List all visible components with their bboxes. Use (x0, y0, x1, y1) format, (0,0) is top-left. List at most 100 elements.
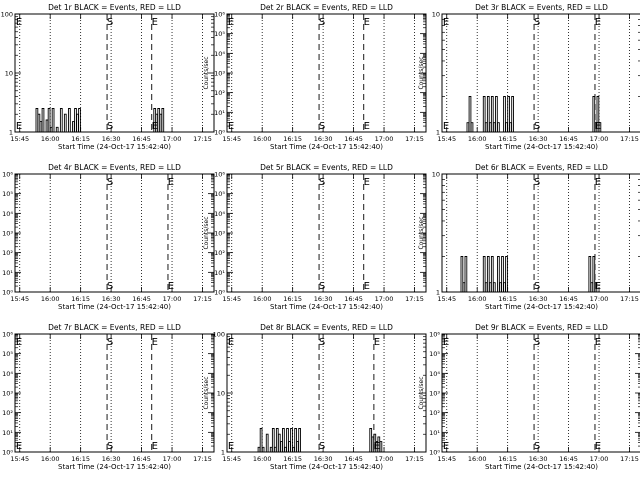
y-tick-label: 10¹ (214, 269, 225, 277)
y-tick-label: 10⁰ (2, 289, 13, 297)
x-tick-label: 17:15 (193, 455, 212, 463)
y-tick-label: 10⁰ (429, 449, 440, 457)
x-tick-label: 16:30 (314, 135, 333, 143)
marker-label-bottom: E (16, 121, 22, 132)
marker-label-top: E (364, 177, 370, 188)
x-tick-label: 16:30 (314, 455, 333, 463)
marker-label-top: E (595, 177, 601, 188)
marker-label-top: S (319, 337, 325, 348)
y-axis-label: Counts/sec (418, 216, 425, 249)
x-tick-label: 16:15 (71, 135, 90, 143)
y-tick-label: 1 (436, 289, 440, 297)
marker-label-bottom: E (364, 281, 370, 292)
marker-label-bottom: E (595, 121, 601, 132)
panel-title: Det 8r BLACK = Events, RED = LLD (260, 323, 393, 332)
y-tick-label: 10 (432, 171, 440, 179)
x-tick-label: 17:15 (193, 295, 212, 303)
detector-panel: Det 2r BLACK = Events, RED = LLD Counts/s… (203, 3, 427, 151)
x-tick-label: 16:00 (253, 455, 272, 463)
marker-label-bottom: E (168, 281, 174, 292)
plot-frame (226, 333, 427, 453)
y-tick-label: 10⁴ (2, 210, 13, 218)
marker-label-bottom: S (319, 121, 325, 132)
y-axis-label: Counts/sec (203, 376, 210, 409)
x-tick-label: 15:45 (10, 135, 29, 143)
y-axis-label: Counts/sec (418, 376, 425, 409)
x-tick-label: 16:45 (344, 135, 363, 143)
x-axis-label: Start Time (24-Oct-17 15:42:40) (270, 303, 383, 311)
x-tick-label: 16:00 (253, 295, 272, 303)
marker-label-top: E (443, 17, 449, 28)
y-tick-label: 10⁴ (214, 210, 225, 218)
plot-frame (226, 13, 427, 133)
marker-label-top: S (107, 17, 113, 28)
y-tick-label: 10¹ (2, 429, 13, 437)
y-tick-label: 10² (2, 409, 13, 417)
y-tick-label: 10² (214, 249, 225, 257)
y-tick-label: 10⁶ (214, 11, 225, 19)
marker-label-bottom: S (534, 281, 540, 292)
x-axis-label: Start Time (24-Oct-17 15:42:40) (58, 303, 171, 311)
marker-label-bottom: S (319, 441, 325, 452)
plot-frame (14, 333, 215, 453)
x-tick-label: 17:00 (375, 455, 394, 463)
x-tick-label: 16:30 (102, 455, 121, 463)
marker-label-top: E (228, 17, 234, 28)
y-tick-label: 10⁰ (214, 129, 225, 137)
x-tick-label: 16:00 (468, 295, 487, 303)
y-tick-label: 10³ (214, 230, 225, 238)
detector-panel: Det 7r BLACK = Events, RED = LLD Counts/s… (2, 323, 215, 471)
marker-label-bottom: E (152, 121, 158, 132)
y-tick-label: 10³ (214, 70, 225, 78)
plot-frame (14, 13, 215, 133)
panel-title: Det 1r BLACK = Events, RED = LLD (48, 3, 181, 12)
marker-label-bottom: E (374, 441, 380, 452)
x-tick-label: 16:30 (314, 295, 333, 303)
panel-title: Det 2r BLACK = Events, RED = LLD (260, 3, 393, 12)
plot-frame (226, 173, 427, 293)
marker-label-bottom: E (595, 281, 601, 292)
marker-label-top: S (534, 337, 540, 348)
marker-label-bottom: S (534, 121, 540, 132)
y-tick-label: 10¹ (429, 429, 440, 437)
x-tick-label: 16:45 (344, 295, 363, 303)
y-axis-label: Counts/sec (418, 56, 425, 89)
x-tick-label: 16:15 (498, 455, 517, 463)
x-axis-label: Start Time (24-Oct-17 15:42:40) (270, 463, 383, 471)
x-tick-label: 17:00 (590, 135, 609, 143)
marker-label-bottom: E (228, 121, 234, 132)
x-tick-label: 16:15 (71, 455, 90, 463)
y-tick-label: 10⁰ (2, 449, 13, 457)
x-tick-label: 17:15 (405, 455, 424, 463)
x-tick-label: 16:30 (529, 295, 548, 303)
panel-title: Det 4r BLACK = Events, RED = LLD (48, 163, 181, 172)
marker-label-bottom: E (152, 441, 158, 452)
marker-label-top: E (228, 337, 234, 348)
marker-label-bottom: S (107, 121, 113, 132)
y-tick-label: 10¹ (2, 269, 13, 277)
marker-label-bottom: E (364, 121, 370, 132)
marker-label-bottom: E (16, 441, 22, 452)
x-tick-label: 16:00 (468, 135, 487, 143)
marker-label-top: E (374, 337, 380, 348)
marker-label-top: S (534, 177, 540, 188)
marker-label-top: E (364, 17, 370, 28)
x-tick-label: 16:15 (498, 135, 517, 143)
marker-label-top: E (595, 17, 601, 28)
x-tick-label: 17:15 (620, 455, 639, 463)
marker-label-top: S (319, 177, 325, 188)
marker-label-top: S (319, 17, 325, 28)
y-tick-label: 100 (213, 331, 225, 339)
marker-label-top: E (152, 337, 158, 348)
marker-label-top: E (168, 177, 174, 188)
plot-frame (14, 173, 215, 293)
x-tick-label: 16:00 (41, 135, 60, 143)
x-tick-label: 16:15 (283, 455, 302, 463)
y-tick-label: 10 (5, 70, 13, 78)
events-series-line (466, 96, 602, 132)
marker-label-bottom: S (107, 441, 113, 452)
marker-label-top: E (595, 337, 601, 348)
x-tick-label: 16:30 (102, 135, 121, 143)
x-tick-label: 17:00 (590, 455, 609, 463)
y-tick-label: 10⁰ (214, 289, 225, 297)
